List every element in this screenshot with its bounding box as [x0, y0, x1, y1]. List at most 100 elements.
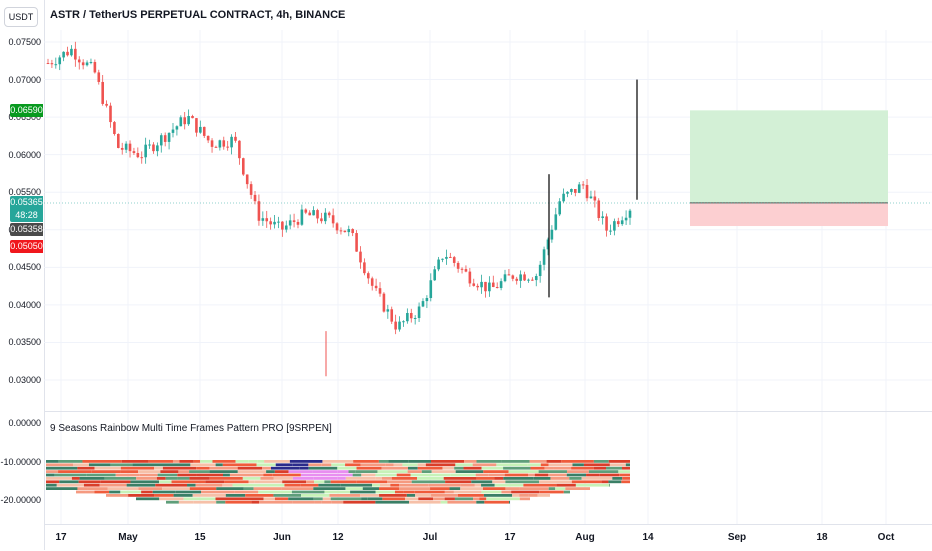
- time-tick-label: 14: [642, 532, 654, 543]
- rainbow-stripe: [321, 500, 332, 504]
- rainbow-stripe: [156, 477, 166, 480]
- candle-body: [351, 229, 354, 234]
- rainbow-stripe: [618, 470, 630, 473]
- candle-body: [277, 221, 280, 223]
- rainbow-stripe: [501, 460, 530, 463]
- rainbow-stripe: [46, 466, 78, 470]
- rainbow-stripe: [396, 473, 411, 477]
- rainbow-stripe: [484, 500, 509, 504]
- rainbow-stripe: [58, 460, 83, 463]
- rainbow-stripe: [159, 497, 184, 501]
- rainbow-stripe: [273, 477, 293, 480]
- candle-body: [152, 144, 155, 152]
- pane-divider[interactable]: [44, 411, 932, 412]
- rainbow-stripe: [256, 463, 276, 467]
- price-axis[interactable]: USDT: [0, 0, 45, 550]
- rainbow-stripe: [109, 490, 121, 494]
- rainbow-stripe: [528, 473, 535, 477]
- rainbow-stripe: [406, 494, 416, 497]
- rainbow-stripe: [444, 490, 454, 494]
- rainbow-stripe: [512, 494, 520, 497]
- rainbow-stripe: [205, 480, 225, 484]
- rainbow-stripe: [488, 473, 505, 477]
- candle-body: [316, 210, 319, 219]
- rainbow-stripe: [481, 490, 502, 494]
- rainbow-stripe: [393, 463, 403, 467]
- rainbow-stripe: [58, 470, 92, 473]
- rainbow-stripe: [447, 500, 477, 504]
- rainbow-stripe: [270, 466, 300, 470]
- chart-title: ASTR / TetherUS PERPETUAL CONTRACT, 4h, …: [50, 9, 346, 21]
- rainbow-stripe: [337, 466, 357, 470]
- rainbow-stripe: [548, 473, 567, 477]
- candle-body: [527, 279, 530, 281]
- candle-body: [242, 158, 245, 175]
- candle-body: [558, 201, 561, 215]
- rainbow-stripe: [54, 473, 87, 477]
- rainbow-stripe: [619, 473, 630, 477]
- price-tick-label: 0.06000: [8, 149, 41, 160]
- candle-body: [113, 122, 116, 134]
- rainbow-stripe: [100, 480, 131, 484]
- rainbow-stripe: [362, 487, 380, 490]
- rainbow-stripe: [275, 463, 293, 467]
- rainbow-stripe: [76, 490, 86, 494]
- rainbow-stripe: [431, 494, 458, 497]
- rainbow-stripe: [445, 480, 472, 484]
- rainbow-stripe: [292, 500, 315, 504]
- candle-body: [546, 239, 550, 250]
- rainbow-stripe: [523, 483, 557, 487]
- rainbow-stripe: [378, 460, 389, 463]
- candle-body: [589, 196, 593, 199]
- rainbow-stripe: [46, 473, 55, 477]
- time-axis[interactable]: 17 May 15 Jun 12 Jul 17 Aug 14 Sep 18 Oct: [44, 524, 932, 551]
- rainbow-stripe: [571, 480, 602, 484]
- candle-body: [460, 268, 464, 270]
- rainbow-stripe: [324, 490, 351, 494]
- candle-body: [515, 278, 519, 281]
- rainbow-stripe: [193, 500, 217, 504]
- currency-button[interactable]: USDT: [4, 7, 38, 27]
- candle-body: [300, 209, 304, 225]
- rainbow-stripe: [138, 470, 161, 473]
- rainbow-stripe: [321, 463, 332, 467]
- rainbow-stripe: [112, 460, 122, 463]
- rainbow-stripe: [300, 483, 319, 487]
- rainbow-stripe: [308, 463, 322, 467]
- rainbow-stripe: [360, 494, 380, 497]
- candle-body: [109, 105, 112, 123]
- rainbow-stripe: [86, 473, 116, 477]
- candle-body: [66, 51, 69, 56]
- time-tick-label: Jul: [422, 532, 438, 543]
- candle-body: [93, 62, 97, 73]
- rainbow-stripe: [262, 466, 271, 470]
- candle-body: [562, 193, 565, 202]
- rainbow-stripe: [390, 483, 400, 487]
- candle-body: [378, 288, 382, 294]
- rainbow-stripe: [575, 483, 610, 487]
- price-tick-label: 0.04500: [8, 262, 41, 273]
- rainbow-stripe: [274, 497, 289, 501]
- rainbow-stripe: [155, 483, 188, 487]
- rainbow-stripe: [410, 473, 438, 477]
- candle-body: [480, 281, 483, 288]
- candle-body: [609, 230, 612, 232]
- rainbow-stripe: [503, 477, 534, 480]
- candle-body: [58, 57, 62, 65]
- rainbow-stripe: [472, 463, 497, 467]
- rainbow-stripe: [546, 460, 562, 463]
- rainbow-stripe: [79, 477, 105, 480]
- candle-body: [386, 309, 390, 312]
- rainbow-stripe: [284, 483, 301, 487]
- rainbow-stripe: [530, 466, 545, 470]
- candle-body: [136, 153, 140, 158]
- time-tick-label: 15: [194, 532, 206, 543]
- candle-body: [167, 132, 171, 142]
- rainbow-stripe: [215, 497, 237, 501]
- rainbow-stripe: [139, 473, 158, 477]
- rainbow-stripe: [606, 466, 623, 470]
- time-tick-label: 17: [504, 532, 516, 543]
- rainbow-stripe: [257, 460, 265, 463]
- rainbow-stripe: [621, 480, 630, 484]
